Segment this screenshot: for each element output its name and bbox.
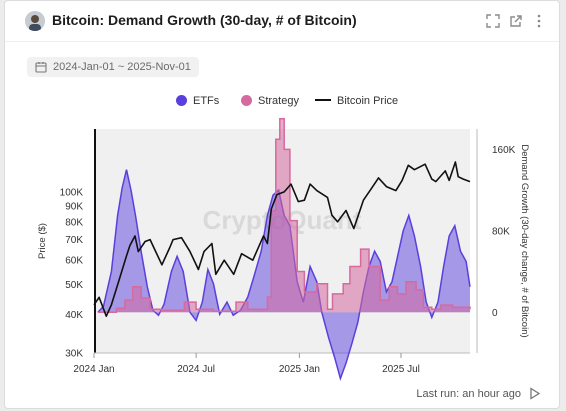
calendar-icon bbox=[35, 62, 47, 73]
y-right-tick-label: 0 bbox=[492, 308, 498, 319]
series-bitcoin-price-line bbox=[93, 161, 471, 317]
y-right-axis-title: Demand Growth (30-day change, # of Bitco… bbox=[519, 144, 530, 337]
open-external-button[interactable] bbox=[508, 13, 524, 29]
chart-legend: ETFs Strategy Bitcoin Price bbox=[5, 95, 559, 111]
fullscreen-icon bbox=[486, 14, 500, 28]
legend-item-bitcoin-price[interactable]: Bitcoin Price bbox=[315, 95, 398, 107]
y-right-tick-label: 160K bbox=[492, 145, 516, 156]
last-run-status: Last run: an hour ago bbox=[416, 388, 521, 400]
y-left-tick-label: 80K bbox=[65, 217, 83, 228]
more-button[interactable] bbox=[531, 13, 547, 29]
legend-item-strategy[interactable]: Strategy bbox=[241, 95, 299, 107]
demand-growth-chart: CryptoQuant30K40K50K60K70K80K90K100K080K… bbox=[37, 118, 530, 381]
run-button[interactable] bbox=[529, 387, 541, 400]
date-range-label: 2024-Jan-01 ~ 2025-Nov-01 bbox=[53, 61, 191, 73]
user-avatar-icon bbox=[25, 11, 45, 31]
x-tick-label: 2025 Jul bbox=[382, 364, 420, 375]
legend-swatch-bitcoin-price bbox=[315, 99, 331, 101]
y-left-tick-label: 70K bbox=[65, 235, 83, 246]
series-strategy-area bbox=[97, 118, 471, 313]
y-left-axis-title: Price ($) bbox=[37, 223, 48, 259]
more-icon bbox=[537, 14, 541, 28]
series-strategy-line bbox=[97, 118, 471, 314]
open-external-icon bbox=[510, 15, 522, 27]
legend-label-strategy: Strategy bbox=[258, 95, 299, 107]
legend-label-etfs: ETFs bbox=[193, 95, 220, 107]
legend-label-bitcoin-price: Bitcoin Price bbox=[337, 95, 399, 107]
fullscreen-button[interactable] bbox=[485, 13, 501, 29]
x-tick-label: 2024 Jul bbox=[177, 364, 215, 375]
y-left-tick-label: 30K bbox=[65, 349, 83, 360]
card-header: Bitcoin: Demand Growth (30-day, # of Bit… bbox=[5, 1, 559, 42]
play-icon bbox=[530, 387, 541, 400]
legend-swatch-strategy bbox=[241, 95, 252, 106]
y-left-tick-label: 90K bbox=[65, 201, 83, 212]
avatar bbox=[25, 11, 45, 31]
y-right-tick-label: 80K bbox=[492, 226, 510, 237]
legend-item-etfs[interactable]: ETFs bbox=[176, 95, 219, 107]
y-left-tick-label: 100K bbox=[60, 187, 84, 198]
page-title: Bitcoin: Demand Growth (30-day, # of Bit… bbox=[52, 12, 357, 28]
x-tick-label: 2025 Jan bbox=[279, 364, 320, 375]
legend-swatch-etfs bbox=[176, 95, 187, 106]
y-left-tick-label: 50K bbox=[65, 280, 83, 291]
date-range-picker[interactable]: 2024-Jan-01 ~ 2025-Nov-01 bbox=[27, 57, 199, 77]
y-left-tick-label: 60K bbox=[65, 256, 83, 267]
chart-card: Bitcoin: Demand Growth (30-day, # of Bit… bbox=[4, 0, 560, 409]
y-left-tick-label: 40K bbox=[65, 310, 83, 321]
x-tick-label: 2024 Jan bbox=[73, 364, 114, 375]
